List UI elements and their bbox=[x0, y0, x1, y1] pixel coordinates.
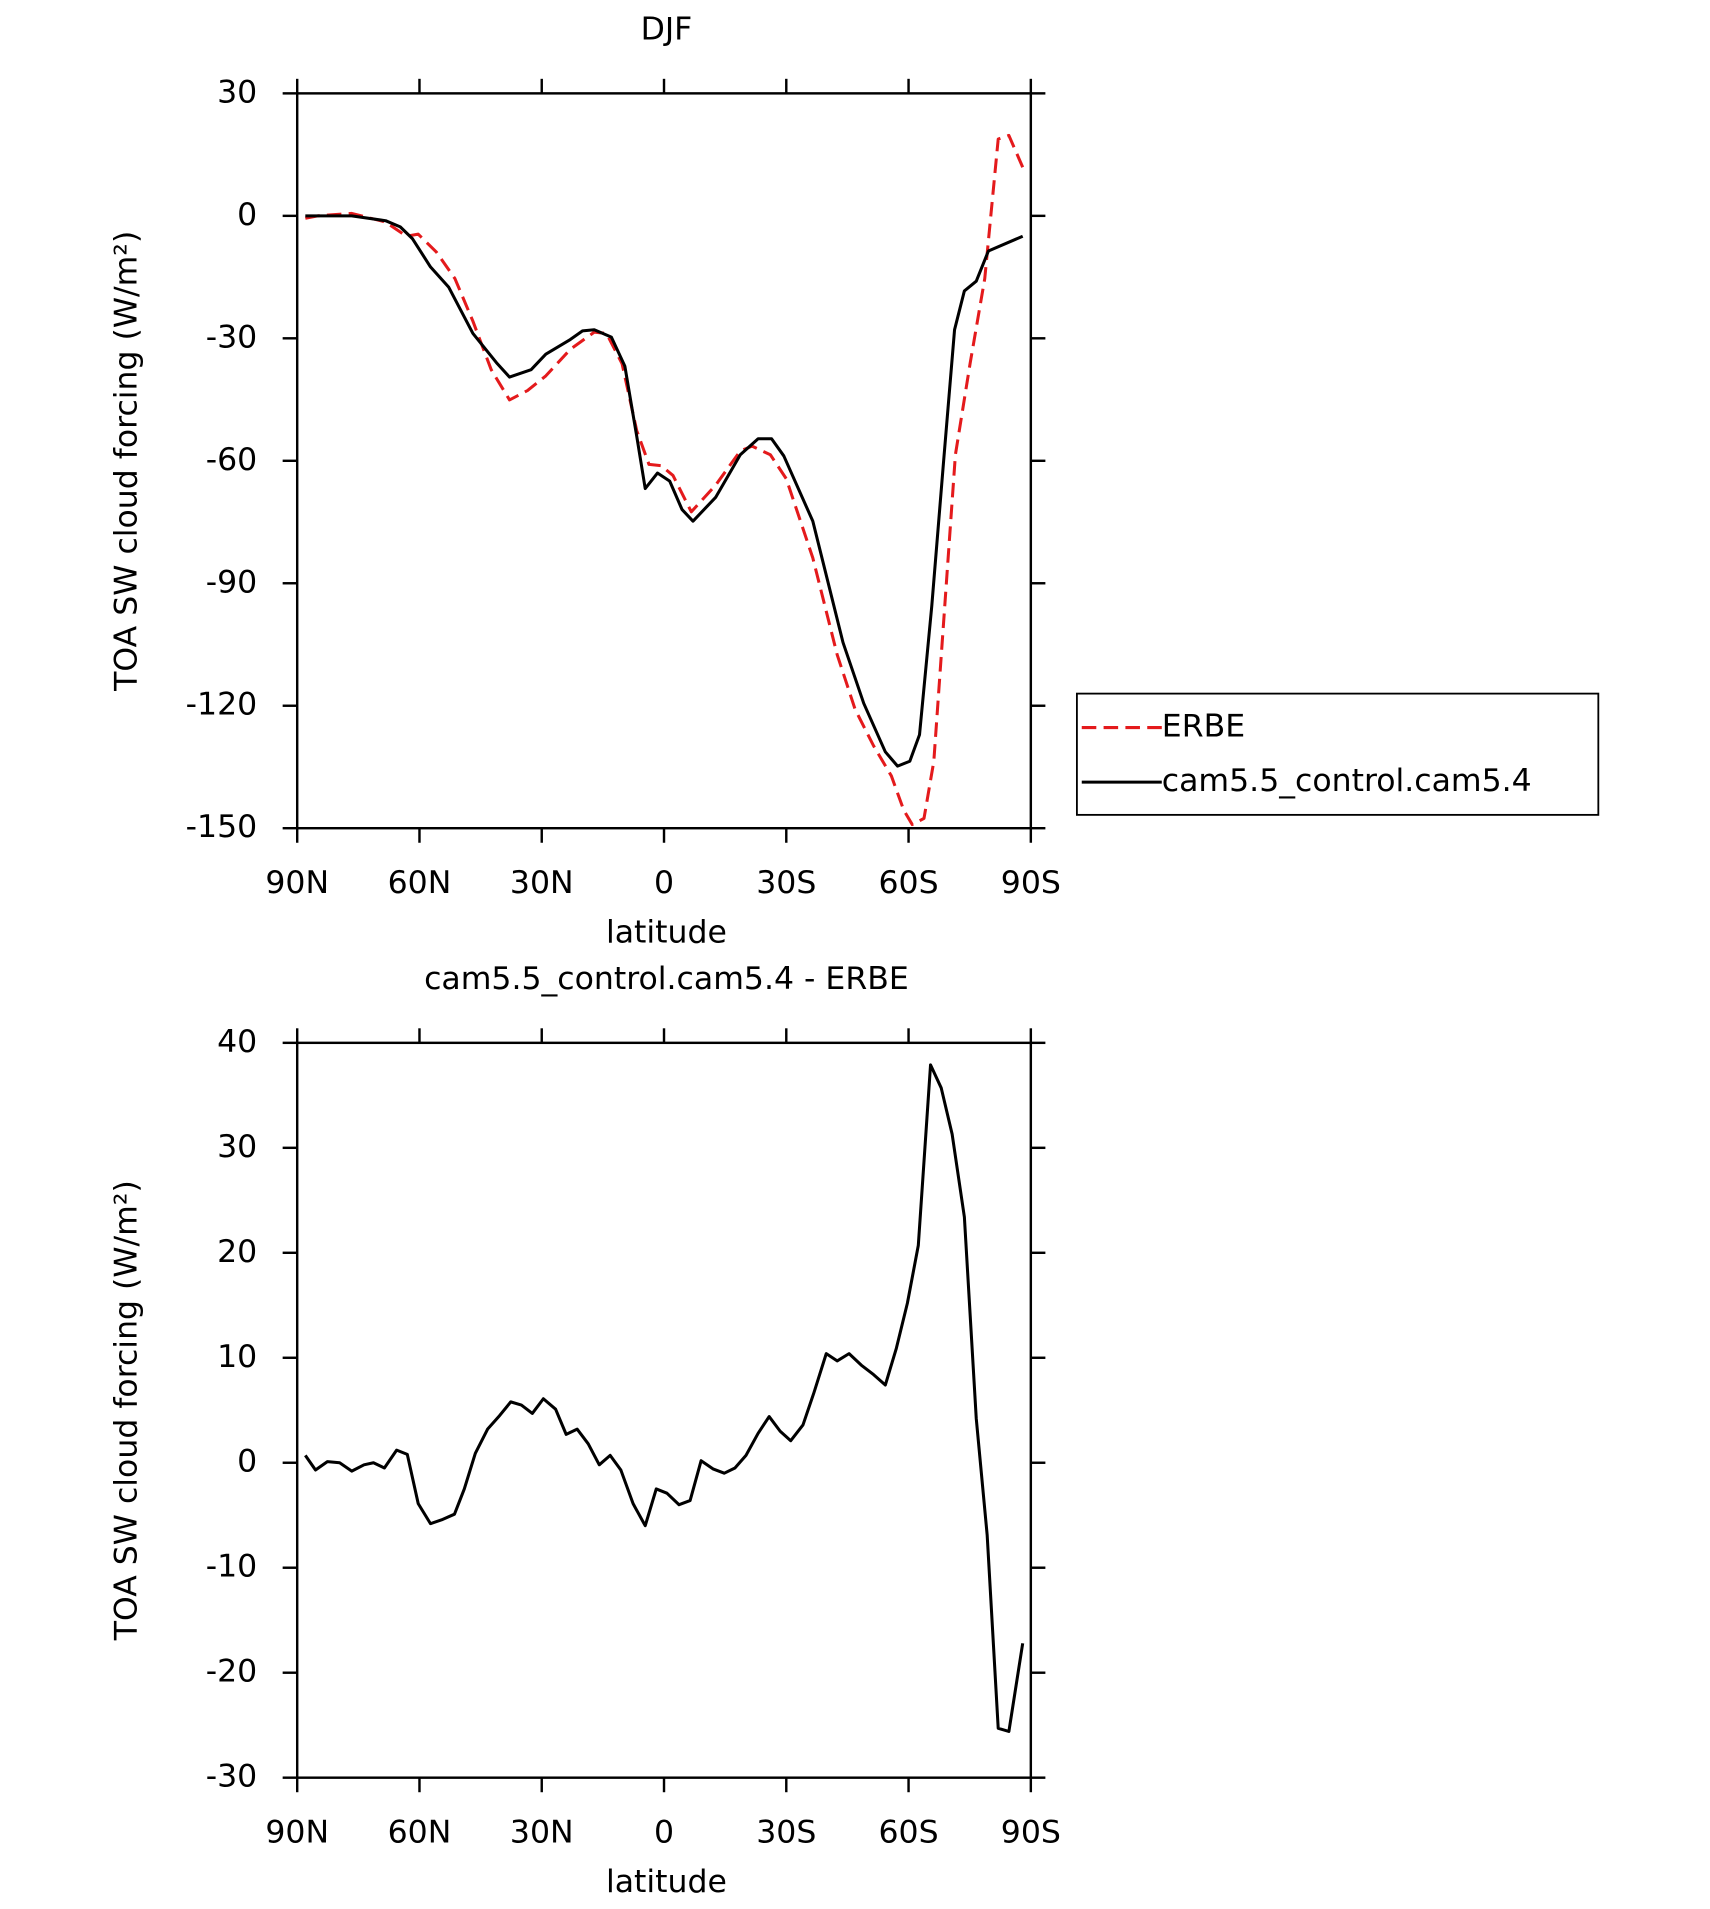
y-tick-label: 30 bbox=[217, 1129, 257, 1165]
y-tick-label: 20 bbox=[217, 1234, 257, 1270]
y-tick-label: 0 bbox=[237, 197, 257, 233]
data-line bbox=[305, 133, 1025, 827]
x-tick-label: 30N bbox=[510, 865, 574, 901]
x-tick-label: 0 bbox=[654, 865, 674, 901]
y-tick-label: 30 bbox=[217, 74, 257, 110]
y-tick-label: -10 bbox=[206, 1549, 257, 1585]
x-axis-label: latitude bbox=[606, 1864, 727, 1900]
y-axis-label: TOA SW cloud forcing (W/m²) bbox=[108, 1180, 144, 1641]
legend-box bbox=[1075, 692, 1600, 816]
legend-label: ERBE bbox=[1162, 709, 1245, 745]
x-tick-label: 90S bbox=[1001, 1814, 1061, 1850]
y-tick-label: 40 bbox=[217, 1024, 257, 1060]
x-tick-label: 60N bbox=[388, 865, 452, 901]
x-tick-label: 60N bbox=[388, 1814, 452, 1850]
y-tick-label: -150 bbox=[186, 809, 258, 845]
legend-label: cam5.5_control.cam5.4 bbox=[1162, 763, 1532, 799]
y-axis-label: TOA SW cloud forcing (W/m²) bbox=[108, 231, 144, 692]
y-tick-label: 0 bbox=[237, 1444, 257, 1480]
plot-frame bbox=[295, 1041, 1033, 1779]
x-tick-label: 90S bbox=[1001, 865, 1061, 901]
data-line bbox=[305, 214, 1024, 768]
x-axis-label: latitude bbox=[606, 915, 727, 951]
x-tick-label: 30S bbox=[756, 1814, 816, 1850]
chart-title: cam5.5_control.cam5.4 - ERBE bbox=[424, 961, 909, 997]
x-tick-label: 60S bbox=[879, 865, 939, 901]
y-tick-label: 10 bbox=[217, 1339, 257, 1375]
x-tick-label: 30N bbox=[510, 1814, 574, 1850]
y-tick-label: -30 bbox=[206, 319, 257, 355]
x-tick-label: 0 bbox=[654, 1814, 674, 1850]
y-tick-label: -90 bbox=[206, 564, 257, 600]
x-tick-label: 90N bbox=[265, 865, 329, 901]
y-tick-label: -30 bbox=[206, 1759, 257, 1795]
y-tick-label: -120 bbox=[186, 687, 258, 723]
chart-title: DJF bbox=[641, 11, 693, 47]
x-tick-label: 60S bbox=[879, 1814, 939, 1850]
data-line bbox=[304, 1063, 1025, 1733]
x-tick-label: 30S bbox=[756, 865, 816, 901]
y-tick-label: -60 bbox=[206, 442, 257, 478]
x-tick-label: 90N bbox=[265, 1814, 329, 1850]
y-tick-label: -20 bbox=[206, 1654, 257, 1690]
